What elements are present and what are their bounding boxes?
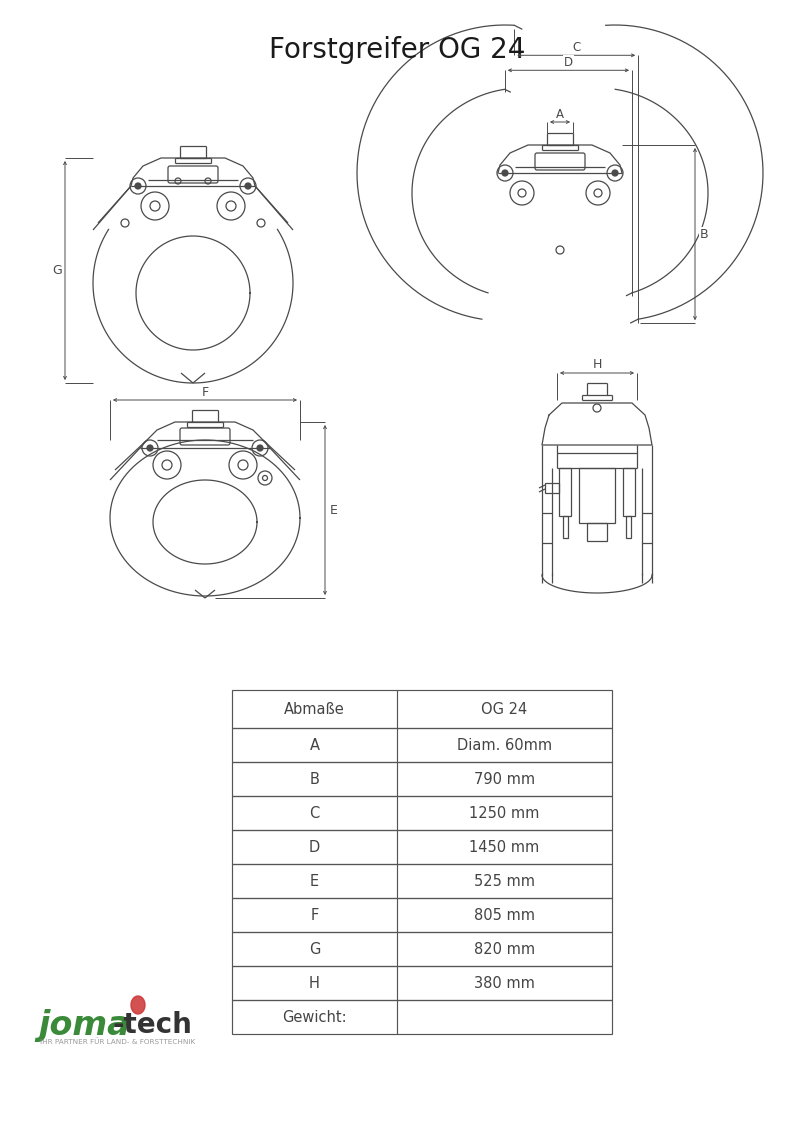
Bar	[232, 763, 612, 796]
Text: 380 mm: 380 mm	[474, 976, 535, 990]
Bar	[559, 468, 571, 515]
Text: 525 mm: 525 mm	[474, 874, 535, 888]
Text: 790 mm: 790 mm	[474, 772, 535, 786]
Text: H: H	[309, 976, 320, 990]
Bar	[232, 898, 612, 932]
Bar	[232, 728, 612, 763]
Bar	[232, 999, 612, 1034]
Text: E: E	[330, 503, 338, 517]
Circle shape	[612, 170, 618, 176]
Circle shape	[245, 183, 251, 189]
Text: B: B	[310, 772, 319, 786]
Bar	[232, 966, 612, 999]
Text: Gewicht:: Gewicht:	[282, 1010, 347, 1024]
Bar	[232, 796, 612, 830]
Text: Forstgreifer OG 24: Forstgreifer OG 24	[269, 36, 525, 64]
Text: 805 mm: 805 mm	[474, 907, 535, 922]
Text: D: D	[309, 840, 320, 855]
Text: -tech: -tech	[112, 1011, 192, 1039]
Text: D: D	[564, 56, 573, 69]
Text: F: F	[310, 907, 318, 922]
Circle shape	[147, 445, 153, 451]
Circle shape	[257, 445, 263, 451]
Text: G: G	[52, 264, 62, 277]
Text: A: A	[310, 738, 319, 752]
Text: 1250 mm: 1250 mm	[469, 805, 540, 821]
Text: A: A	[556, 108, 564, 120]
Bar	[626, 515, 631, 538]
Bar	[623, 468, 635, 515]
Text: G: G	[309, 941, 320, 957]
Bar	[563, 515, 568, 538]
Text: C: C	[310, 805, 320, 821]
Bar	[587, 523, 607, 541]
Circle shape	[502, 170, 508, 176]
Text: C: C	[572, 40, 580, 54]
Bar	[232, 864, 612, 898]
Text: B: B	[700, 228, 708, 240]
Bar	[232, 932, 612, 966]
Text: H: H	[592, 358, 602, 372]
Bar	[579, 468, 615, 523]
Text: joma: joma	[38, 1008, 129, 1041]
Text: E: E	[310, 874, 319, 888]
Text: 820 mm: 820 mm	[474, 941, 535, 957]
Text: OG 24: OG 24	[481, 702, 528, 716]
Text: 1450 mm: 1450 mm	[469, 840, 540, 855]
Bar	[232, 830, 612, 864]
Text: IHR PARTNER FÜR LAND- & FORSTTECHNIK: IHR PARTNER FÜR LAND- & FORSTTECHNIK	[40, 1039, 195, 1046]
Text: F: F	[202, 385, 209, 399]
Polygon shape	[131, 996, 145, 1014]
Bar	[545, 483, 559, 493]
Text: Abmaße: Abmaße	[284, 702, 345, 716]
Bar	[232, 690, 612, 728]
Text: Diam. 60mm: Diam. 60mm	[457, 738, 552, 752]
Circle shape	[135, 183, 141, 189]
